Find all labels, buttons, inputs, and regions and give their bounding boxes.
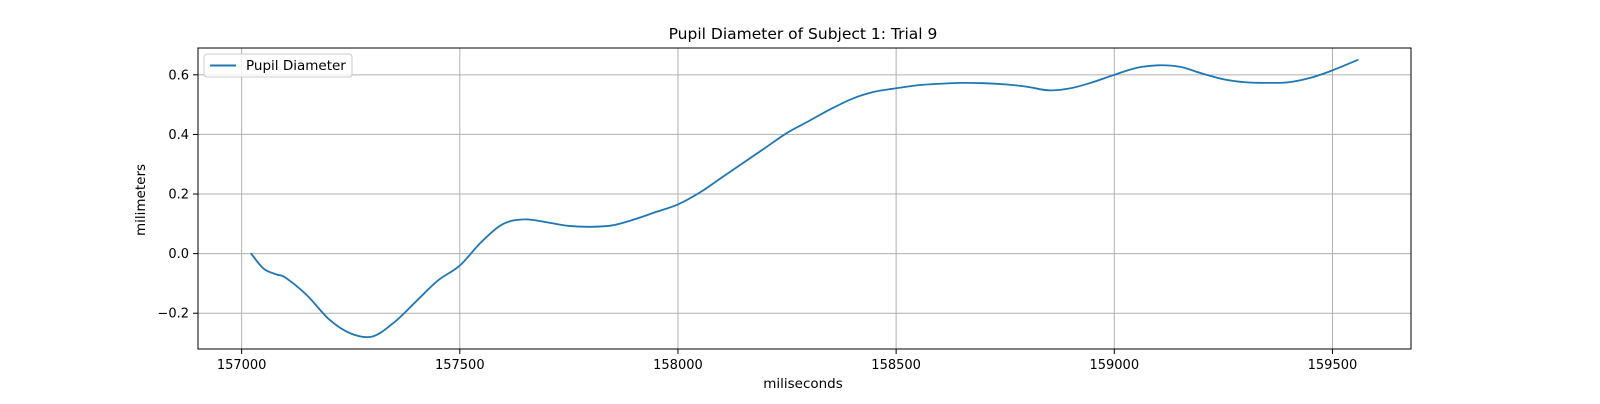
y-tick-label: −0.2 — [157, 307, 189, 322]
x-tick-label: 159000 — [1089, 358, 1139, 373]
y-tick-label: 0.2 — [168, 188, 189, 203]
x-axis-label: miliseconds — [763, 376, 843, 392]
legend: Pupil Diameter — [203, 53, 353, 78]
y-tick-label: 0.6 — [168, 68, 189, 83]
y-tick-label: 0.4 — [168, 128, 189, 143]
plot-frame — [197, 47, 1412, 350]
y-tick-label: 0.0 — [168, 247, 189, 262]
x-tick-label: 157000 — [217, 358, 267, 373]
legend-box — [203, 53, 353, 78]
x-tick-label: 157500 — [435, 358, 485, 373]
x-tick-label: 158500 — [871, 358, 921, 373]
axis-ticks: 157000 157500 158000 158500 159000 159500 −0.2… — [157, 68, 1357, 373]
x-tick-label: 159500 — [1308, 358, 1358, 373]
x-tick-label: 158000 — [653, 358, 703, 373]
legend-label-pupil-diameter: Pupil Diameter — [246, 58, 346, 74]
series-layer — [250, 59, 1359, 339]
series-line-pupil-diameter — [250, 59, 1359, 339]
grid — [198, 48, 1411, 349]
y-axis-label: milimeters — [133, 164, 149, 236]
chart-title: Pupil Diameter of Subject 1: Trial 9 — [669, 25, 938, 43]
